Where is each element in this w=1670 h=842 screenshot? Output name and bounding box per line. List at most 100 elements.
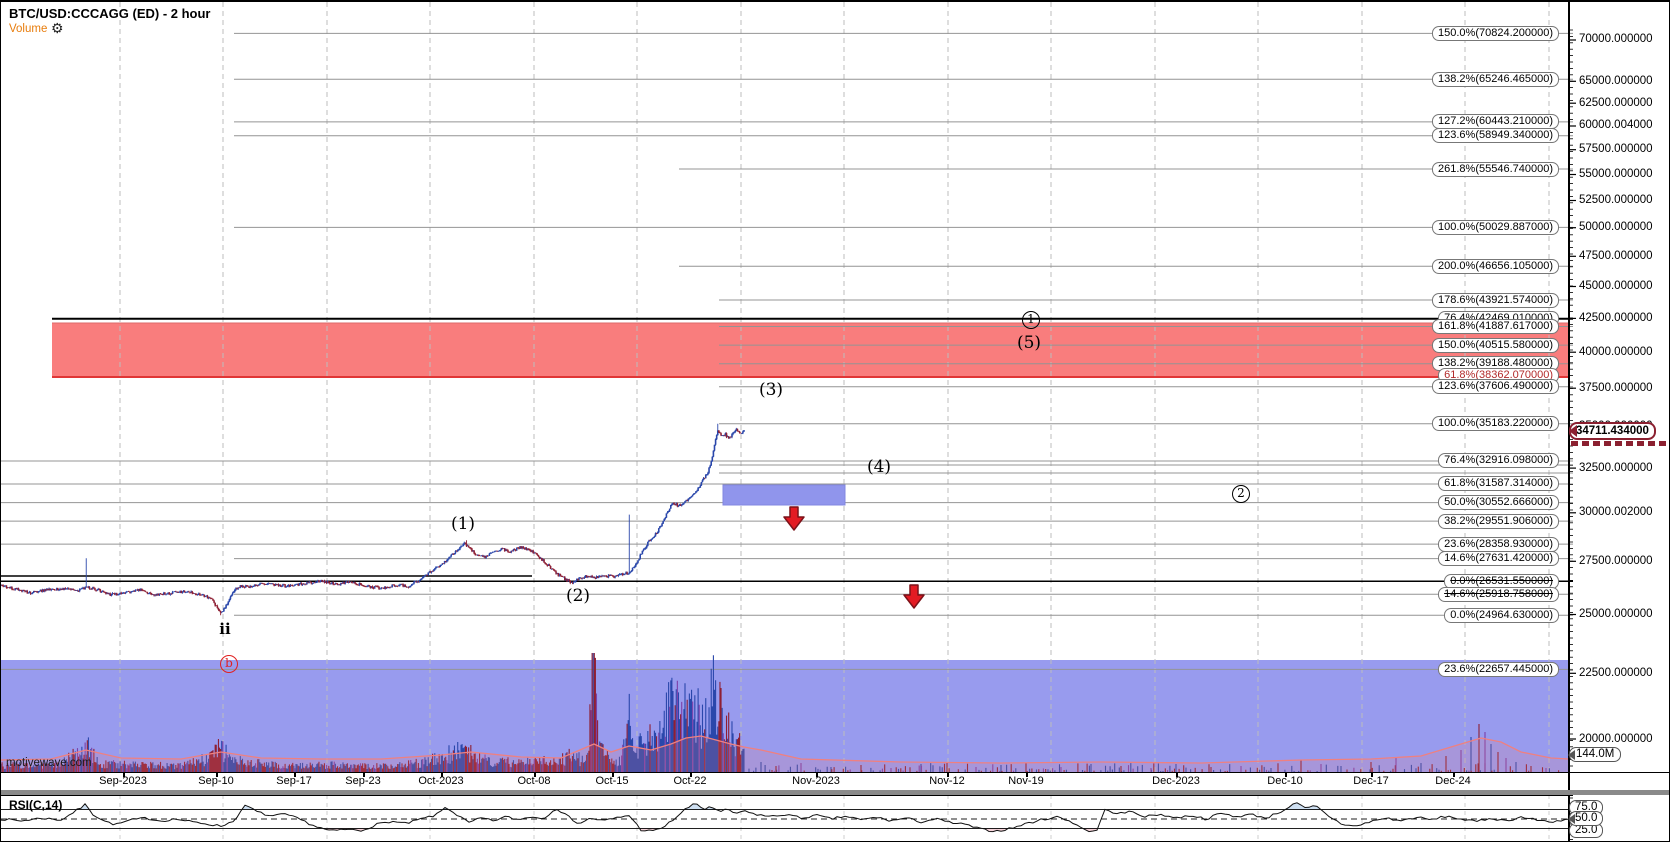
date-axis-label: Dec-2023 [1152,775,1200,787]
last-price-line-marker [1571,441,1667,446]
date-axis-tick [216,772,218,777]
date-axis-tick [1371,772,1373,777]
rsi-indicator-label: RSI(C,14) [9,798,63,812]
price-axis-label: 22500.000000 [1579,667,1653,679]
price-axis-label: 70000.000000 [1579,33,1653,45]
wave-label[interactable]: (4) [866,457,892,477]
price-axis-label: 62500.000000 [1579,97,1653,109]
resistance-zone[interactable] [52,323,1569,377]
date-axis-tick [947,772,949,777]
date-axis-tick [690,772,692,777]
date-axis-label: Dec-10 [1267,775,1303,787]
date-axis[interactable] [1,772,1669,791]
fib-level-label[interactable]: 14.6%(25918.758000) [1438,587,1559,602]
fib-level-label[interactable]: 61.8%(31587.314000) [1438,476,1559,491]
down-arrow-annotation[interactable] [783,506,805,531]
rsi-panel[interactable] [1,795,1573,842]
fib-level-label[interactable]: 150.0%(70824.200000) [1432,26,1559,41]
date-axis-label: Oct-08 [517,775,551,787]
date-axis-label: Nov-12 [929,775,965,787]
fib-level-label[interactable]: 138.2%(39188.480000) [1432,356,1559,371]
date-axis-label: Dec-24 [1435,775,1471,787]
wave-label[interactable]: b [220,655,238,673]
fib-level-label[interactable]: 23.6%(22657.445000) [1438,662,1559,677]
date-axis-tick [123,772,125,777]
date-axis-label: Oct-15 [595,775,629,787]
date-axis-tick [363,772,365,777]
fib-level-label[interactable]: 161.8%(41887.617000) [1432,319,1559,334]
fib-level-label[interactable]: 100.0%(50029.887000) [1432,220,1559,235]
fib-level-label[interactable]: 0.0%(26531.550000) [1444,574,1559,589]
fib-level-label[interactable]: 50.0%(30552.666000) [1438,495,1559,510]
wave-label[interactable]: ii [219,620,231,638]
date-axis-tick [1453,772,1455,777]
price-axis-label: 32500.000000 [1579,462,1653,474]
fib-level-label[interactable]: 138.2%(65246.465000) [1432,72,1559,87]
date-axis-label: Oct-22 [673,775,707,787]
date-axis-tick [816,772,818,777]
fib-level-label[interactable]: 261.8%(55546.740000) [1432,162,1559,177]
date-axis-tick [1285,772,1287,777]
price-axis-label: 30000.002000 [1579,506,1653,518]
date-axis-label: Sep-10 [198,775,234,787]
fib-level-label[interactable]: 123.6%(37606.490000) [1432,379,1559,394]
fib-level-label[interactable]: 14.6%(27631.420000) [1438,551,1559,566]
date-axis-tick [294,772,296,777]
price-axis-label: 57500.000000 [1579,143,1653,155]
fib-level-label[interactable]: 100.0%(35183.220000) [1432,416,1559,431]
date-axis-label: Dec-17 [1353,775,1389,787]
date-axis-label: Sep-2023 [99,775,147,787]
target-box[interactable] [722,484,846,506]
rsi-axis-badge: 50.0 [1567,811,1604,826]
fib-level-label[interactable]: 150.0%(40515.580000) [1432,338,1559,353]
price-axis-label: 50000.000000 [1579,221,1653,233]
date-axis-label: Nov-19 [1008,775,1044,787]
wave-label[interactable]: 1 [1022,311,1040,329]
watermark: motivewave.com [6,757,92,769]
volume-legend-label: Volume [9,23,48,35]
wave-label[interactable]: (3) [758,380,784,400]
date-axis-tick [1176,772,1178,777]
wave-label[interactable]: (1) [450,514,476,534]
price-axis-label: 27500.000000 [1579,555,1653,567]
date-axis-label: Oct-2023 [418,775,464,787]
date-axis-tick [441,772,443,777]
price-axis-label: 42500.000000 [1579,312,1653,324]
fib-level-label[interactable]: 23.6%(28358.930000) [1438,537,1559,552]
fib-level-label[interactable]: 0.0%(24964.630000) [1444,608,1559,623]
fib-level-label[interactable]: 76.4%(32916.098000) [1438,453,1559,468]
main-price-chart[interactable] [1,2,1573,772]
price-axis-label: 65000.000000 [1579,75,1653,87]
date-axis-label: Sep-23 [345,775,381,787]
fib-level-label[interactable]: 200.0%(46656.105000) [1432,259,1559,274]
panel-separator[interactable] [1,790,1669,795]
price-axis-label: 52500.000000 [1579,194,1653,206]
price-axis-label: 60000.004000 [1579,119,1653,131]
date-axis-tick [612,772,614,777]
date-axis-label: Nov-2023 [792,775,840,787]
support-zone-lower[interactable] [1,660,1569,772]
price-axis-label: 25000.000000 [1579,608,1653,620]
price-axis-label: 47500.000000 [1579,250,1653,262]
axis-border [1568,2,1570,841]
price-axis-label: 55000.000000 [1579,168,1653,180]
price-axis-label: 40000.000000 [1579,346,1653,358]
last-price-badge: 34711.434000 [1569,422,1656,440]
down-arrow-annotation[interactable] [903,584,925,609]
chart-title: BTC/USD:CCCAGG (ED) - 2 hour [9,6,211,21]
date-axis-label: Sep-17 [276,775,312,787]
fib-level-label[interactable]: 127.2%(60443.210000) [1432,114,1559,129]
date-axis-tick [534,772,536,777]
price-axis-label: 45000.000000 [1579,280,1653,292]
gear-icon[interactable]: ⚙ [51,20,64,36]
wave-label[interactable]: (2) [565,586,591,606]
fib-level-label[interactable]: 38.2%(29551.906000) [1438,514,1559,529]
price-axis-label: 20000.000000 [1579,733,1653,745]
wave-label[interactable]: (5) [1016,333,1042,353]
fib-level-label[interactable]: 178.6%(43921.574000) [1432,293,1559,308]
fib-level-label[interactable]: 123.6%(58949.340000) [1432,128,1559,143]
wave-label[interactable]: 2 [1232,485,1250,503]
price-axis-label: 37500.000000 [1579,382,1653,394]
volume-value-badge: 144.0M [1567,747,1622,762]
